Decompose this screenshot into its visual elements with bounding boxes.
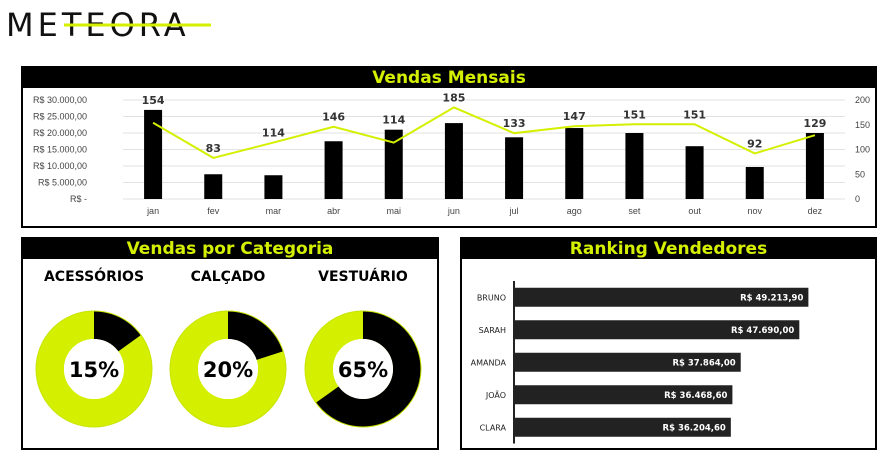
- bar-fev: [204, 174, 223, 199]
- bar-nov: [745, 166, 764, 199]
- category-title-1: CALÇADO: [190, 269, 266, 285]
- x-tick-dez: dez: [808, 206, 823, 216]
- y-left-tick: R$ -: [70, 194, 87, 204]
- x-tick-mar: mar: [266, 206, 282, 216]
- monthly-sales-title: Vendas Mensais: [23, 68, 875, 88]
- y-left-tick: R$ 25.000,00: [33, 112, 87, 122]
- rank-name: AMANDA: [471, 358, 507, 367]
- monthly-sales-chart: R$ - R$ 5.000,00 R$ 10.000,00 R$ 15.000,00 R…: [33, 91, 870, 216]
- donut-hole: [198, 339, 258, 399]
- x-tick-fev: fev: [207, 206, 220, 216]
- donut-hole: [64, 339, 124, 399]
- donut-slice: [36, 311, 152, 427]
- donut-rim: [304, 310, 422, 428]
- y-right-tick: 0: [855, 194, 860, 204]
- rank-bar: [515, 385, 733, 405]
- line-data-label: 133: [503, 117, 526, 130]
- rank-value: R$ 47.690,00: [731, 326, 794, 336]
- x-tick-jan: jan: [146, 206, 159, 216]
- category-sales-title: Vendas por Categoria: [23, 239, 437, 259]
- rank-bar: [515, 417, 731, 437]
- rank-value: R$ 37.864,00: [672, 358, 735, 368]
- rank-bar: [515, 287, 809, 307]
- donut-1: 20%: [169, 310, 287, 428]
- donut-percent: 20%: [203, 358, 253, 382]
- bar-jan: [144, 109, 163, 199]
- donut-0: 15%: [35, 310, 153, 428]
- y-left-tick: R$ 5.000,00: [38, 178, 87, 188]
- y-left-tick: R$ 10.000,00: [33, 161, 87, 171]
- line-series: [152, 106, 816, 159]
- x-tick-set: set: [628, 206, 641, 216]
- y-right-tick: 100: [855, 145, 870, 155]
- donut-2: 65%: [304, 310, 422, 428]
- meteora-logo: METEORA: [6, 8, 211, 42]
- donut-slice: [170, 311, 286, 427]
- seller-ranking-panel: Ranking Vendedores BRUNO R$ 49.213,90 SARA…: [460, 237, 877, 450]
- rank-name: CLARA: [480, 423, 507, 432]
- bar-jul: [505, 137, 524, 199]
- line-data-label: 92: [747, 137, 762, 150]
- line-data-label: 147: [563, 110, 586, 123]
- line-data-label: 151: [623, 108, 646, 121]
- donut-slice: [305, 311, 421, 427]
- donut-rim: [169, 310, 287, 428]
- line-data-label: 185: [442, 91, 465, 104]
- x-tick-nov: nov: [747, 206, 762, 216]
- rank-value: R$ 49.213,90: [740, 293, 803, 303]
- category-title-2: VESTUÁRIO: [318, 269, 408, 285]
- seller-ranking-title: Ranking Vendedores: [462, 239, 875, 259]
- line-data-label: 151: [683, 108, 706, 121]
- x-tick-jun: jun: [447, 206, 460, 216]
- bar-abr: [324, 141, 343, 199]
- bar-dez: [805, 133, 824, 199]
- y-left-tick: R$ 20.000,00: [33, 128, 87, 138]
- rank-value: R$ 36.468,60: [664, 391, 727, 401]
- category-title-0: ACESSÓRIOS: [43, 269, 145, 285]
- donut-rim: [35, 310, 153, 428]
- y-left-tick: R$ 15.000,00: [33, 145, 87, 155]
- x-tick-abr: abr: [327, 206, 340, 216]
- y-left-tick: R$ 30.000,00: [33, 95, 87, 105]
- y-right-tick: 200: [855, 95, 870, 105]
- y-right-tick: 150: [855, 120, 870, 130]
- bar-mar: [264, 175, 283, 199]
- line-data-label: 114: [382, 114, 405, 127]
- x-tick-jul: jul: [509, 206, 519, 216]
- rank-value: R$ 36.204,60: [663, 423, 726, 433]
- bar-mai: [384, 129, 403, 199]
- x-tick-out: out: [688, 206, 701, 216]
- donut-hole: [333, 339, 393, 399]
- donut-percent: 15%: [69, 358, 119, 382]
- line-data-label: 83: [206, 142, 221, 155]
- seller-ranking-chart: BRUNO R$ 49.213,90 SARAH R$ 47.690,00 AMANDA…: [471, 281, 809, 444]
- y-right-tick: 50: [855, 169, 865, 179]
- monthly-sales-panel: Vendas Mensais R$ - R$ 5.000,00 R$ 10.000,…: [21, 66, 877, 228]
- rank-bar: [515, 320, 800, 340]
- rank-bar: [515, 352, 741, 372]
- rank-name: SARAH: [479, 326, 506, 335]
- line-data-label: 146: [322, 111, 345, 124]
- bar-jun: [444, 123, 463, 199]
- bar-out: [685, 146, 704, 199]
- line-data-label: 114: [262, 127, 285, 140]
- rank-name: JOÃO: [485, 390, 506, 400]
- bar-set: [625, 133, 644, 199]
- line-data-label: 154: [142, 94, 165, 107]
- line-data-label: 129: [803, 117, 826, 130]
- category-sales-panel: Vendas por Categoria ACESSÓRIOS 15% CALÇAD…: [21, 237, 439, 450]
- donut-percent: 65%: [338, 358, 388, 382]
- x-tick-ago: ago: [567, 206, 582, 216]
- bar-ago: [565, 128, 584, 199]
- x-tick-mai: mai: [386, 206, 401, 216]
- rank-name: BRUNO: [477, 293, 506, 302]
